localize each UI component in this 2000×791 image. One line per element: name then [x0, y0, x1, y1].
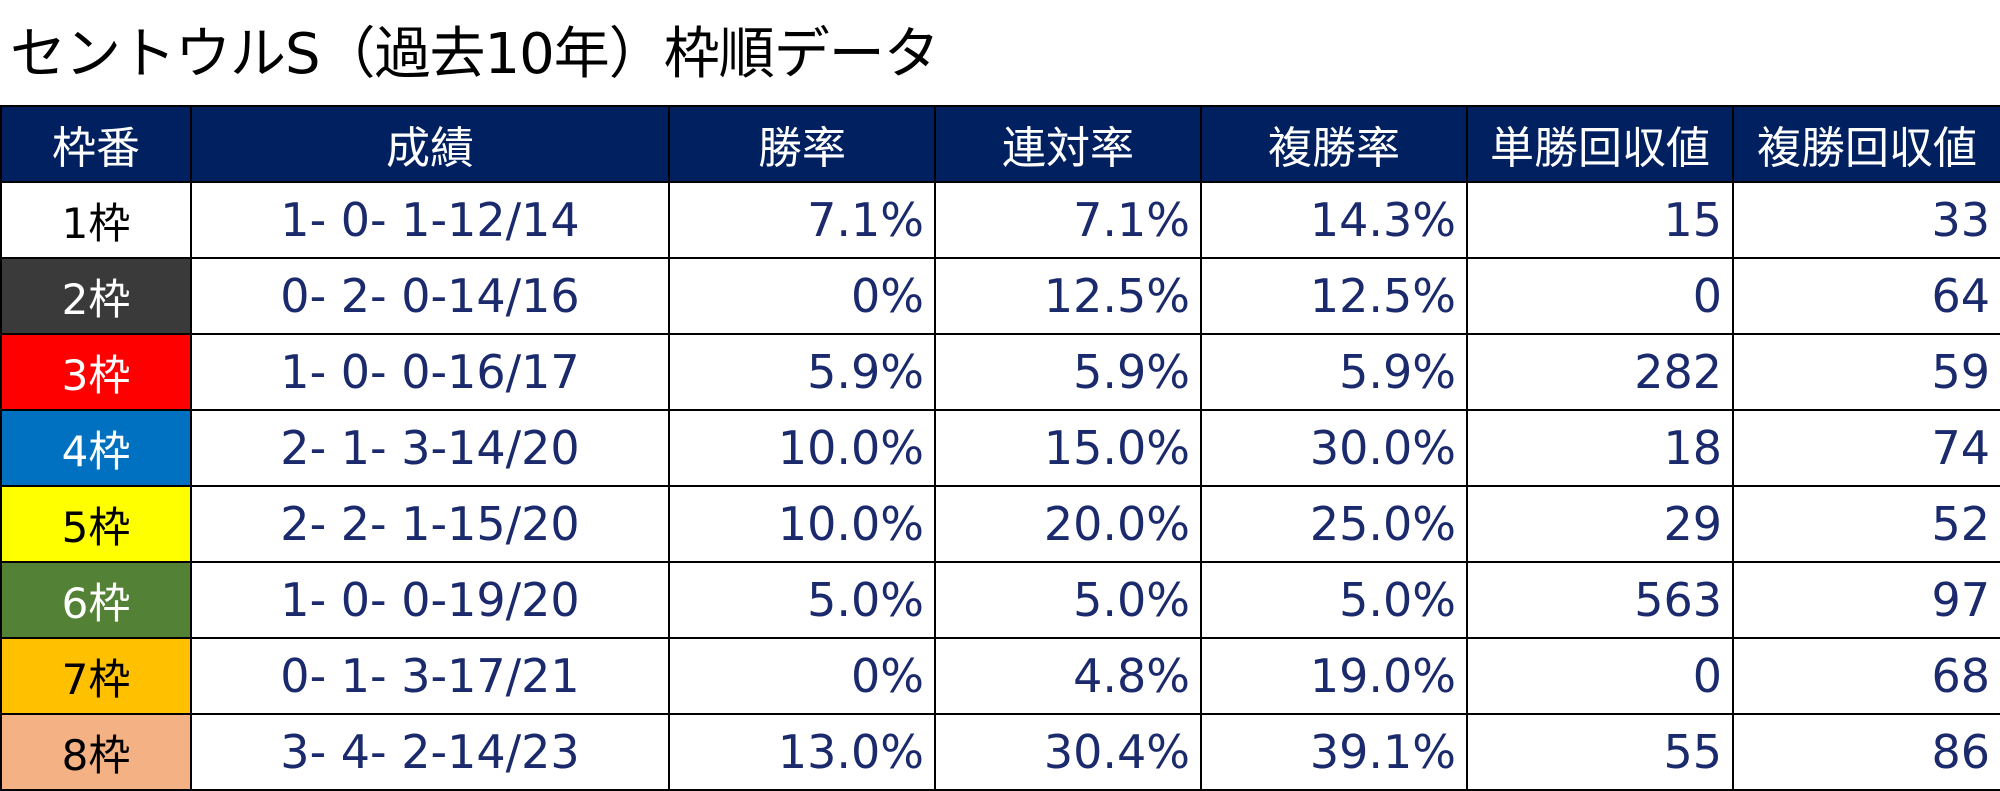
- win-return-cell: 18: [1466, 409, 1734, 487]
- header-record: 成績: [190, 105, 670, 183]
- show-return-cell: 52: [1732, 485, 2000, 563]
- table-row: 5枠 2- 2- 1-15/20 10.0% 20.0% 25.0% 29 52: [0, 485, 2000, 563]
- show-rate-cell: 5.0%: [1200, 561, 1468, 639]
- header-win-return: 単勝回収値: [1466, 105, 1734, 183]
- frame-cell: 3枠: [0, 333, 192, 411]
- win-return-cell: 15: [1466, 181, 1734, 259]
- header-row: 枠番 成績 勝率 連対率 複勝率 単勝回収値 複勝回収値: [0, 105, 2000, 183]
- place2-rate-cell: 4.8%: [934, 637, 1202, 715]
- frame-cell: 2枠: [0, 257, 192, 335]
- win-rate-cell: 10.0%: [668, 409, 936, 487]
- win-return-cell: 282: [1466, 333, 1734, 411]
- page-title: セントウルS（過去10年）枠順データ: [10, 22, 940, 87]
- frame-cell: 4枠: [0, 409, 192, 487]
- show-rate-cell: 30.0%: [1200, 409, 1468, 487]
- place2-rate-cell: 30.4%: [934, 713, 1202, 791]
- table-row: 3枠 1- 0- 0-16/17 5.9% 5.9% 5.9% 282 59: [0, 333, 2000, 411]
- place2-rate-cell: 5.9%: [934, 333, 1202, 411]
- header-frame: 枠番: [0, 105, 192, 183]
- record-cell: 2- 1- 3-14/20: [190, 409, 670, 487]
- record-cell: 0- 2- 0-14/16: [190, 257, 670, 335]
- win-rate-cell: 13.0%: [668, 713, 936, 791]
- win-return-cell: 0: [1466, 637, 1734, 715]
- win-rate-cell: 0%: [668, 637, 936, 715]
- header-place2-rate: 連対率: [934, 105, 1202, 183]
- header-show-rate: 複勝率: [1200, 105, 1468, 183]
- table-row: 7枠 0- 1- 3-17/21 0% 4.8% 19.0% 0 68: [0, 637, 2000, 715]
- show-return-cell: 74: [1732, 409, 2000, 487]
- show-return-cell: 97: [1732, 561, 2000, 639]
- win-rate-cell: 7.1%: [668, 181, 936, 259]
- header-win-rate: 勝率: [668, 105, 936, 183]
- frame-cell: 1枠: [0, 181, 192, 259]
- frame-cell: 5枠: [0, 485, 192, 563]
- show-return-cell: 59: [1732, 333, 2000, 411]
- show-rate-cell: 25.0%: [1200, 485, 1468, 563]
- show-return-cell: 33: [1732, 181, 2000, 259]
- show-rate-cell: 5.9%: [1200, 333, 1468, 411]
- table-row: 2枠 0- 2- 0-14/16 0% 12.5% 12.5% 0 64: [0, 257, 2000, 335]
- show-rate-cell: 12.5%: [1200, 257, 1468, 335]
- record-cell: 1- 0- 0-16/17: [190, 333, 670, 411]
- frame-cell: 8枠: [0, 713, 192, 791]
- win-return-cell: 29: [1466, 485, 1734, 563]
- frame-cell: 7枠: [0, 637, 192, 715]
- header-show-return: 複勝回収値: [1732, 105, 2000, 183]
- place2-rate-cell: 7.1%: [934, 181, 1202, 259]
- show-rate-cell: 14.3%: [1200, 181, 1468, 259]
- win-rate-cell: 5.0%: [668, 561, 936, 639]
- table-row: 1枠 1- 0- 1-12/14 7.1% 7.1% 14.3% 15 33: [0, 181, 2000, 259]
- record-cell: 3- 4- 2-14/23: [190, 713, 670, 791]
- record-cell: 0- 1- 3-17/21: [190, 637, 670, 715]
- record-cell: 1- 0- 0-19/20: [190, 561, 670, 639]
- frame-cell: 6枠: [0, 561, 192, 639]
- win-return-cell: 55: [1466, 713, 1734, 791]
- show-rate-cell: 19.0%: [1200, 637, 1468, 715]
- win-rate-cell: 5.9%: [668, 333, 936, 411]
- place2-rate-cell: 5.0%: [934, 561, 1202, 639]
- show-return-cell: 64: [1732, 257, 2000, 335]
- table-row: 6枠 1- 0- 0-19/20 5.0% 5.0% 5.0% 563 97: [0, 561, 2000, 639]
- place2-rate-cell: 20.0%: [934, 485, 1202, 563]
- table-body: 1枠 1- 0- 1-12/14 7.1% 7.1% 14.3% 15 33 2…: [0, 181, 2000, 791]
- win-rate-cell: 10.0%: [668, 485, 936, 563]
- table-row: 4枠 2- 1- 3-14/20 10.0% 15.0% 30.0% 18 74: [0, 409, 2000, 487]
- show-return-cell: 68: [1732, 637, 2000, 715]
- win-rate-cell: 0%: [668, 257, 936, 335]
- record-cell: 1- 0- 1-12/14: [190, 181, 670, 259]
- place2-rate-cell: 12.5%: [934, 257, 1202, 335]
- win-return-cell: 0: [1466, 257, 1734, 335]
- record-cell: 2- 2- 1-15/20: [190, 485, 670, 563]
- win-return-cell: 563: [1466, 561, 1734, 639]
- place2-rate-cell: 15.0%: [934, 409, 1202, 487]
- show-rate-cell: 39.1%: [1200, 713, 1468, 791]
- show-return-cell: 86: [1732, 713, 2000, 791]
- table-row: 8枠 3- 4- 2-14/23 13.0% 30.4% 39.1% 55 86: [0, 713, 2000, 791]
- frame-stats-table: 枠番 成績 勝率 連対率 複勝率 単勝回収値 複勝回収値 1枠 1- 0- 1-…: [0, 105, 2000, 791]
